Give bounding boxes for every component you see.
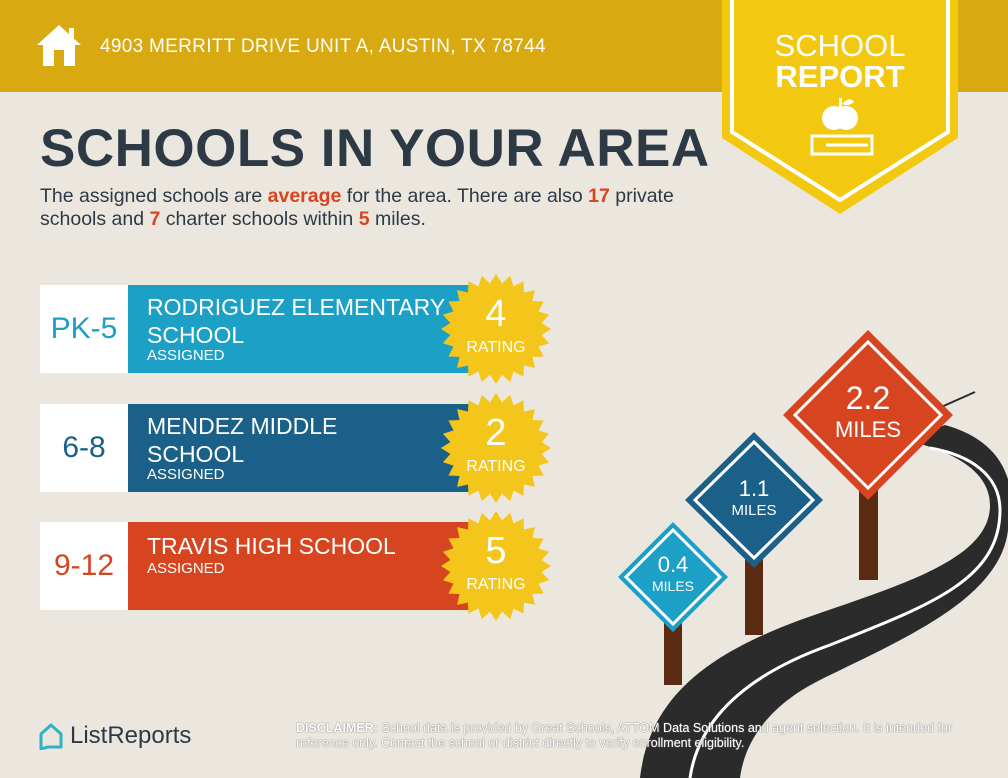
rating-label: RATING [466,339,526,356]
school-status: ASSIGNED [147,560,225,577]
rating-label: RATING [466,458,526,475]
grade-range: PK-5 [40,285,128,373]
badge-line1: SCHOOL [774,28,906,63]
school-name: MENDEZ MIDDLE SCHOOL [147,413,338,467]
school-bar: MENDEZ MIDDLE SCHOOL ASSIGNED [128,404,473,492]
distance-sign-1 [685,432,823,568]
disclaimer: DISCLAIMER: School data is provided by G… [296,721,953,750]
grade-range: 9-12 [40,522,128,610]
property-address: 4903 MERRITT DRIVE UNIT A, AUSTIN, TX 78… [100,36,546,57]
rating-seal-icon [441,393,551,503]
rating-value: 5 [485,530,507,572]
distance-label-1: 1.1 MILES [731,476,777,519]
rating-seal-icon [441,274,551,384]
school-status: ASSIGNED [147,347,225,364]
badge-line2: REPORT [775,59,905,94]
listreports-logo: ListReports [38,722,191,750]
rating-value: 4 [485,293,507,335]
school-status: ASSIGNED [147,466,225,483]
apple-on-book-icon [810,98,874,156]
distance-sign-2 [783,330,953,500]
school-report-badge [722,0,958,214]
listreports-logo-icon [39,723,63,750]
rating-label: RATING [466,576,526,593]
rating-seal-icon [441,511,551,621]
summary-text: The assigned schools are average for the… [40,185,674,230]
school-bar: RODRIGUEZ ELEMENTARY SCHOOL ASSIGNED [128,285,473,373]
distance-label-2: 2.2 MILES [834,380,902,442]
school-bar: TRAVIS HIGH SCHOOL ASSIGNED [128,522,473,610]
grade-range: 6-8 [40,404,128,492]
distance-sign-0 [618,522,728,632]
school-name: RODRIGUEZ ELEMENTARY SCHOOL [147,294,445,348]
brand-name: ListReports [70,722,192,749]
rating-value: 2 [485,412,507,454]
page-title: SCHOOLS IN YOUR AREA [40,119,710,178]
home-icon [37,25,81,66]
school-name: TRAVIS HIGH SCHOOL [147,533,396,559]
distance-label-0: 0.4 MILES [651,552,694,594]
